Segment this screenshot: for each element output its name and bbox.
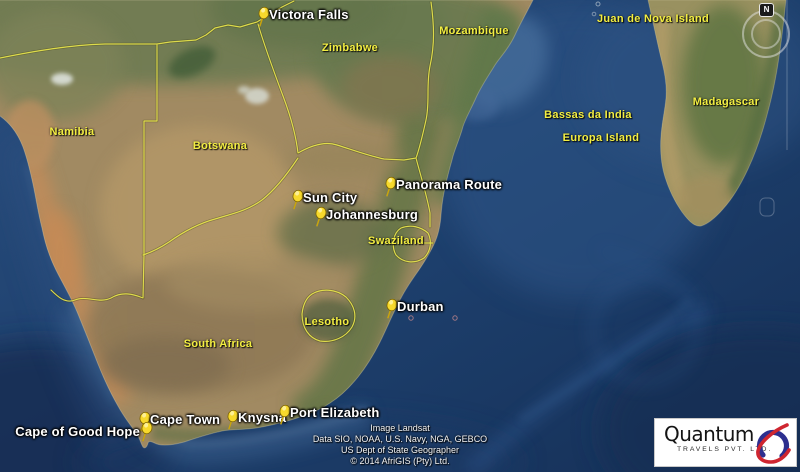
attribution-line: Data SIO, NOAA, U.S. Navy, NGA, GEBCO [312,434,488,444]
map-pin-icon [258,6,270,28]
region-label-europa-island: Europa Island [562,132,640,144]
attribution-line: © 2014 AfriGIS (Pty) Ltd. [350,456,450,466]
region-label-zimbabwe: Zimbabwe [321,42,379,54]
compass-inner-ring-icon [751,19,781,49]
pin-port-elizabeth[interactable]: Port Elizabeth [276,404,379,426]
pin-label: Cape Town [150,412,221,427]
attribution-line: Image Landsat [370,423,430,433]
quantum-q-icon [756,423,791,464]
logo-brand-text: Quantum [664,422,754,446]
pin-knysna[interactable]: Knysna [224,409,286,431]
logo-subtitle-text: TRAVELS PVT. LTD. [677,446,773,453]
north-indicator[interactable]: N [759,3,774,17]
region-label-bassas-da-india: Bassas da India [544,109,632,121]
region-label-botswana: Botswana [192,140,248,152]
region-label-lesotho: Lesotho [304,316,350,328]
region-label-mozambique: Mozambique [439,25,509,37]
pin-label: Knysna [238,410,287,425]
map-pin-icon [141,421,153,443]
map-pin-icon [385,176,397,198]
map-pin-icon [227,409,239,431]
pin-label: Port Elizabeth [290,405,380,420]
pin-panorama-route[interactable]: Panorama Route [382,176,502,198]
pin-cape-town[interactable]: Cape Town [136,411,220,433]
quantum-travels-logo: Quantum TRAVELS PVT. LTD. [654,418,797,467]
region-label-madagascar: Madagascar [692,96,760,108]
region-label-south-africa: South Africa [183,338,253,350]
imagery-attribution: Image Landsat Data SIO, NOAA, U.S. Navy,… [240,423,560,467]
region-label-namibia: Namibia [49,126,95,138]
map-pin-icon [279,404,291,426]
pin-label: Victora Falls [269,7,349,22]
attribution-line: US Dept of State Geographer [340,445,460,455]
region-label-swaziland: Swaziland [368,235,424,247]
region-label-juan-de-nova: Juan de Nova Island [596,13,710,25]
map-pin-icon [292,189,304,211]
pin-label: Sun City [303,190,358,205]
pin-johannesburg[interactable]: Johannesburg [312,206,418,228]
map-pin-icon [315,206,327,228]
pin-durban[interactable]: Durban [383,298,444,320]
pin-label: Panorama Route [396,177,503,192]
pin-label: Cape of Good Hope [15,424,140,439]
compass-control[interactable]: N [742,3,790,58]
pin-label: Johannesburg [326,207,418,222]
pin-cape-of-good-hope[interactable]: Cape of Good Hope [15,421,154,443]
map-pin-icon [386,298,398,320]
pin-victoria-falls[interactable]: Victora Falls [255,6,348,28]
pin-sun-city[interactable]: Sun City [289,189,357,211]
pin-label: Durban [397,299,444,314]
